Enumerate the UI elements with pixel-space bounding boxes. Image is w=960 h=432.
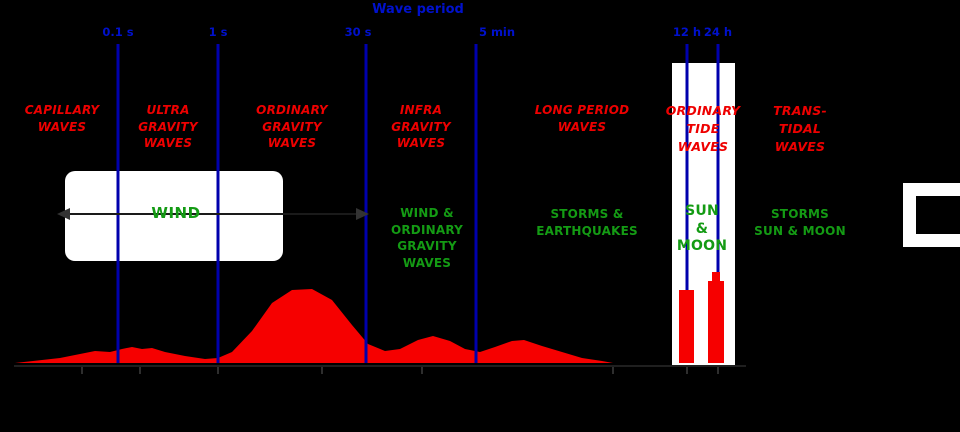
energy-curve xyxy=(15,289,613,363)
force-label-wind-gravity-waves: WIND & ORDINARY GRAVITY WAVES xyxy=(390,206,464,270)
wind-callout-box xyxy=(65,171,283,261)
band-label-ultra-gravity-waves: ULTRA GRAVITY WAVES xyxy=(138,103,198,150)
x-axis-title: Wave period xyxy=(372,2,464,17)
force-label-storms-earthquakes: STORMS & EARTHQUAKES xyxy=(536,207,638,238)
tick-label-30s: 30 s xyxy=(344,25,372,39)
tick-label-5min: 5 min xyxy=(478,25,516,39)
force-label-storms-sun-moon: STORMS SUN & MOON xyxy=(754,207,846,238)
force-label-sun-moon: SUN & MOON xyxy=(676,203,728,254)
band-label-long-period-waves: LONG PERIOD WAVES xyxy=(534,103,630,134)
tick-label-24h: 24 h xyxy=(703,25,733,39)
wind-range-arrowhead-left xyxy=(57,208,70,220)
tick-label-0.1s: 0.1 s xyxy=(102,25,134,39)
tick-label-1s: 1 s xyxy=(208,25,228,39)
tide-energy-bar xyxy=(679,290,694,363)
band-label-infra-gravity-waves: INFRA GRAVITY WAVES xyxy=(391,103,451,150)
tide-energy-bar xyxy=(712,272,720,363)
tick-label-12h: 12 h xyxy=(672,25,702,39)
band-label-trans-tidal-waves: TRANS- TIDAL WAVES xyxy=(773,103,827,154)
wind-range-arrowhead-right xyxy=(356,208,369,220)
band-label-capillary-waves: CAPILLARY WAVES xyxy=(24,103,100,134)
band-label-ordinary-tide-waves: ORDINARY TIDE WAVES xyxy=(665,103,741,154)
right-edge-frame xyxy=(903,183,960,247)
band-label-ordinary-gravity-waves: ORDINARY GRAVITY WAVES xyxy=(256,103,328,150)
force-label-wind: WIND xyxy=(151,204,201,222)
